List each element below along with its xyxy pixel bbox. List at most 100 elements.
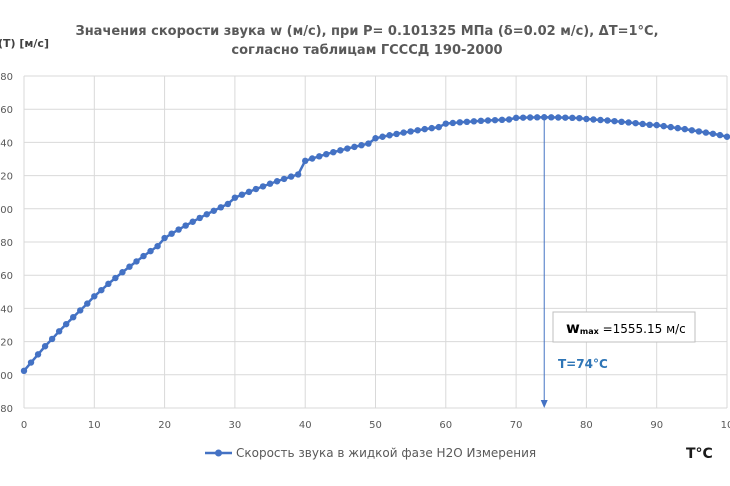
- data-point: [112, 274, 119, 282]
- data-point: [27, 359, 35, 366]
- data-point: [161, 234, 168, 242]
- data-point: [702, 129, 710, 136]
- data-point: [189, 218, 196, 225]
- data-point: [512, 114, 520, 122]
- t-max-label: T=74°C: [558, 357, 608, 371]
- data-point: [238, 191, 246, 198]
- data-point: [541, 114, 548, 121]
- y-tick-label: 440: [0, 304, 13, 315]
- data-point: [562, 114, 569, 121]
- wmax-annotation: wmax =1555.15 м/с: [552, 311, 696, 343]
- data-point: [393, 130, 400, 138]
- data-point: [498, 116, 506, 124]
- x-tick-label: 10: [721, 420, 730, 431]
- data-point: [681, 125, 689, 133]
- x-tick-label: 10: [88, 420, 101, 431]
- x-tick-label: 0: [21, 420, 27, 431]
- data-point: [400, 129, 407, 136]
- data-point: [20, 367, 28, 375]
- data-point: [597, 116, 604, 124]
- data-point: [98, 286, 105, 294]
- y-tick-label: 560: [0, 105, 13, 116]
- data-point: [273, 178, 281, 185]
- chart-title-line-2: согласно таблицам ГСССД 190-2000: [231, 43, 502, 58]
- y-tick-label: 520: [0, 172, 13, 183]
- data-point: [695, 128, 703, 135]
- data-point: [294, 171, 302, 178]
- data-point: [442, 120, 449, 127]
- data-point: [639, 120, 646, 128]
- data-point: [533, 114, 541, 121]
- data-point: [723, 133, 730, 140]
- data-point: [709, 130, 717, 137]
- data-point: [41, 343, 49, 350]
- data-point: [667, 123, 674, 131]
- data-point: [133, 258, 140, 265]
- data-point: [84, 300, 91, 307]
- data-point: [203, 211, 210, 218]
- y-tick-label: 400: [0, 371, 13, 382]
- data-point: [470, 118, 478, 125]
- data-point: [548, 114, 555, 121]
- data-point: [126, 263, 133, 270]
- chart-title-line-1: Значения скорости звука w (м/с), при Р= …: [75, 24, 658, 39]
- data-point: [379, 133, 386, 140]
- data-point: [175, 226, 182, 233]
- y-tick-label: 380: [0, 404, 13, 415]
- data-point: [119, 269, 126, 276]
- data-point: [358, 142, 365, 149]
- y-tick-label: 420: [0, 338, 13, 349]
- data-point: [660, 122, 667, 130]
- data-point: [611, 117, 618, 125]
- y-tick-label: 580: [0, 72, 13, 83]
- data-point: [688, 127, 696, 134]
- data-point: [555, 114, 562, 121]
- series-points: [20, 114, 730, 375]
- data-point: [182, 222, 189, 229]
- x-tick-label: 90: [650, 420, 663, 431]
- y-tick-label: 540: [0, 138, 13, 149]
- data-point: [62, 320, 70, 328]
- x-axis-title: T°C: [686, 446, 713, 462]
- data-point: [48, 335, 56, 343]
- gridlines: [23, 75, 728, 409]
- data-point: [337, 147, 344, 154]
- data-point: [316, 153, 323, 160]
- data-point: [414, 127, 421, 134]
- data-point: [140, 252, 147, 260]
- data-point: [196, 214, 203, 222]
- data-point: [569, 114, 576, 122]
- data-point: [653, 121, 660, 129]
- legend-label: Скорость звука в жидкой фазе Н2О Измерен…: [236, 446, 536, 460]
- data-point: [646, 121, 653, 129]
- data-point: [463, 118, 471, 126]
- legend: Скорость звука в жидкой фазе Н2О Измерен…: [205, 446, 536, 460]
- data-point: [583, 115, 590, 123]
- data-point: [351, 143, 358, 151]
- data-point: [147, 247, 154, 255]
- data-point: [70, 313, 77, 321]
- data-point: [217, 204, 225, 211]
- x-tick-labels: 0 10 20 30 40 50 60 70 80 90 10: [21, 420, 730, 431]
- data-point: [91, 293, 98, 300]
- data-point: [210, 207, 218, 214]
- max-arrow: [540, 117, 548, 408]
- legend-marker: [215, 449, 222, 457]
- y-tick-label: 500: [0, 205, 13, 216]
- data-point: [287, 173, 295, 180]
- data-point: [674, 124, 681, 132]
- wmax-annotation-text: wmax =1555.15 м/с: [566, 319, 686, 337]
- data-point: [330, 148, 337, 156]
- data-point: [386, 132, 393, 139]
- data-point: [323, 150, 330, 158]
- data-point: [477, 117, 485, 125]
- data-point: [435, 123, 442, 131]
- data-point: [484, 117, 492, 124]
- data-point: [309, 155, 316, 162]
- max-arrow-head: [540, 400, 548, 408]
- data-point: [302, 157, 309, 165]
- y-tick-label: 460: [0, 271, 13, 282]
- data-point: [34, 351, 42, 358]
- data-point: [252, 185, 260, 193]
- y-tick-label: 480: [0, 238, 13, 249]
